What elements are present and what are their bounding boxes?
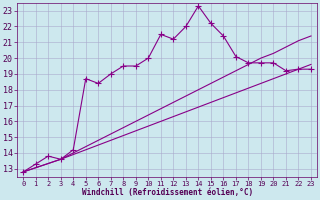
- X-axis label: Windchill (Refroidissement éolien,°C): Windchill (Refroidissement éolien,°C): [82, 188, 253, 197]
